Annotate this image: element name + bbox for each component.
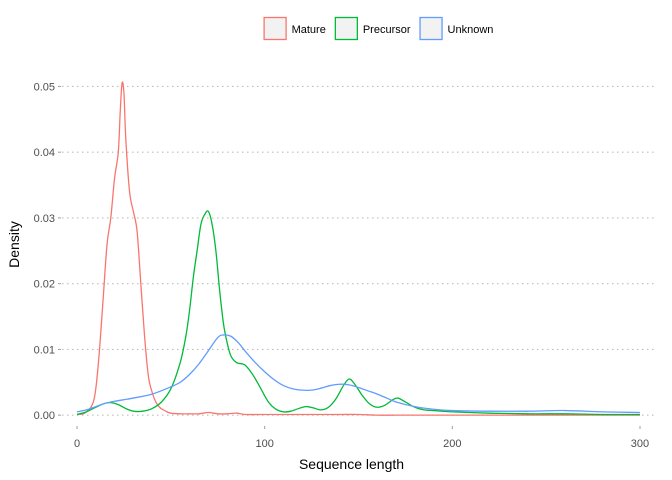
legend-key-mature — [263, 16, 287, 41]
legend: Mature Precursor Unknown — [263, 16, 494, 41]
legend-label-unknown: Unknown — [448, 24, 494, 36]
y-axis-ticks: 0.00 0.01 0.02 0.03 0.04 0.05 — [34, 81, 61, 422]
x-axis-title: Sequence length — [299, 456, 404, 472]
y-tick-label: 0.03 — [34, 213, 55, 225]
x-tick-label: 300 — [631, 438, 649, 450]
x-axis-ticks: 0 100 200 300 — [74, 426, 649, 450]
y-axis-title: Density — [6, 221, 22, 268]
y-gridlines — [62, 85, 655, 416]
x-tick-label: 0 — [74, 438, 80, 450]
y-tick-label: 0.02 — [34, 279, 55, 291]
density-line-mature — [76, 81, 640, 416]
x-tick-label: 100 — [255, 438, 273, 450]
legend-label-mature: Mature — [292, 24, 326, 36]
y-tick-label: 0.01 — [34, 344, 55, 356]
density-lines — [76, 81, 641, 416]
y-tick-label: 0.04 — [34, 147, 55, 159]
density-line-precursor — [76, 210, 640, 416]
density-line-unknown — [76, 334, 641, 414]
x-tick-label: 200 — [443, 438, 461, 450]
legend-label-precursor: Precursor — [363, 24, 411, 36]
legend-key-unknown — [419, 16, 443, 41]
legend-key-precursor — [334, 16, 359, 41]
y-tick-label: 0.00 — [34, 410, 55, 422]
y-tick-label: 0.05 — [34, 81, 55, 93]
